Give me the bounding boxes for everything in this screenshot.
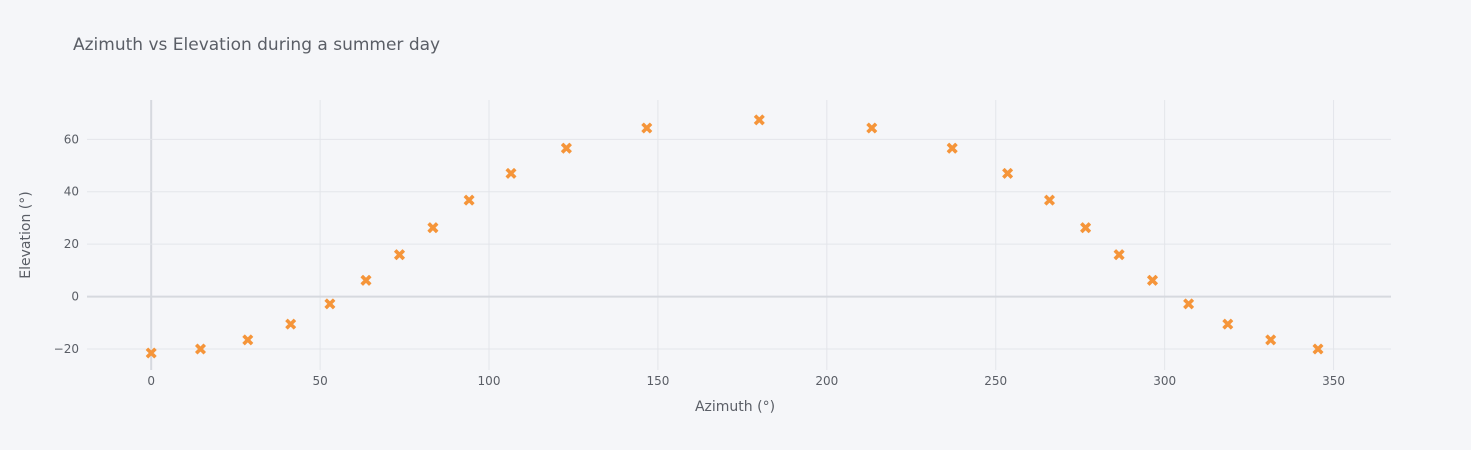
data-point — [561, 142, 572, 154]
x-tick-label: 100 — [478, 374, 501, 388]
data-point — [427, 222, 439, 234]
tick-labels: 0 50 100 150 200 250 300 350 −20 0 20 40 60 — [54, 132, 1345, 388]
y-tick-label: 20 — [64, 237, 79, 251]
data-point — [1113, 249, 1125, 261]
x-tick-label: 50 — [312, 374, 327, 388]
data-point — [866, 122, 878, 134]
x-tick-label: 300 — [1153, 374, 1176, 388]
data-point — [1265, 334, 1277, 346]
data-point — [1312, 343, 1324, 355]
x-axis-label: Azimuth (°) — [695, 399, 775, 415]
data-point — [1147, 274, 1158, 286]
x-tick-label: 350 — [1322, 374, 1345, 388]
data-point — [1222, 318, 1234, 330]
data-point — [394, 249, 405, 261]
data-point — [1044, 194, 1055, 206]
y-tick-label: 60 — [64, 132, 79, 146]
data-point — [1080, 222, 1091, 234]
data-point — [946, 142, 958, 154]
data-point — [195, 343, 206, 355]
data-point — [242, 334, 254, 346]
data-point — [1002, 167, 1013, 179]
data-point — [324, 298, 336, 310]
data-point — [753, 114, 765, 126]
chart-title: Azimuth vs Elevation during a summer day — [73, 35, 440, 55]
data-point — [145, 347, 157, 359]
y-tick-label: −20 — [54, 342, 79, 356]
x-tick-label: 150 — [646, 374, 669, 388]
y-axis-label: Elevation (°) — [18, 191, 34, 278]
data-point — [463, 194, 475, 206]
data-points — [145, 114, 1324, 359]
x-tick-label: 250 — [984, 374, 1007, 388]
data-point — [285, 318, 297, 330]
data-point — [360, 274, 372, 286]
data-point — [1183, 298, 1194, 310]
data-point — [505, 167, 517, 179]
grid-layer — [87, 100, 1391, 370]
y-tick-label: 40 — [64, 185, 79, 199]
x-tick-label: 0 — [147, 374, 155, 388]
y-tick-label: 0 — [71, 290, 79, 304]
x-tick-label: 200 — [815, 374, 838, 388]
data-point — [641, 122, 653, 134]
